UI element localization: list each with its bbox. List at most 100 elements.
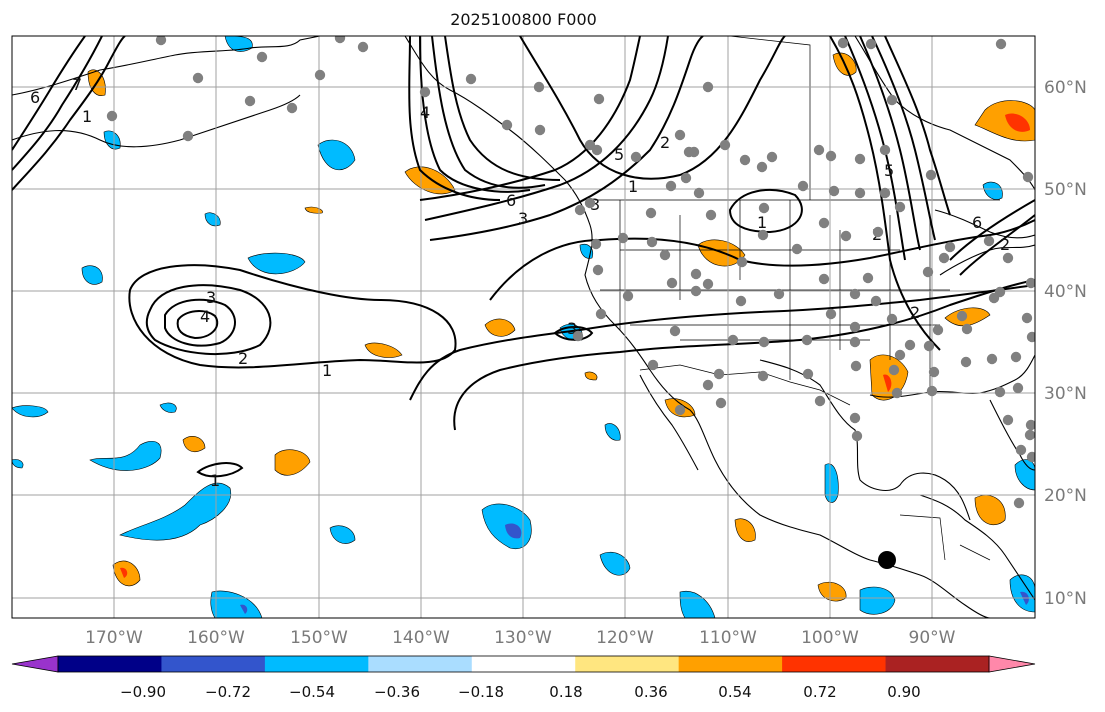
contour-label: 1 [322, 361, 332, 380]
station-dot [647, 359, 659, 371]
station-dot [591, 144, 603, 156]
station-dot [983, 235, 995, 247]
lat-label: 10°N [1044, 589, 1087, 609]
station-dot [960, 356, 972, 368]
station-dot [719, 139, 731, 151]
anomaly-blob [505, 523, 522, 539]
station-dot [334, 36, 346, 44]
lat-label: 50°N [1044, 180, 1087, 200]
station-dot [256, 51, 268, 63]
station-dot [501, 119, 513, 131]
lon-label: 170°W [85, 628, 143, 648]
station-dot [590, 238, 602, 250]
station-dot [840, 230, 852, 242]
station-dot [766, 151, 778, 163]
station-dot [244, 95, 256, 107]
lon-label: 150°W [290, 628, 348, 648]
station-dot [715, 397, 727, 409]
colorbar-tick-label: −0.36 [374, 683, 420, 701]
lon-label: 160°W [187, 628, 245, 648]
colorbar: −0.90 −0.72 −0.54 −0.36 −0.18 0.18 0.36 … [11, 655, 1036, 701]
station-dot [688, 146, 700, 158]
station-dot [849, 412, 861, 424]
station-dot [994, 286, 1006, 298]
contour-label: 2 [910, 303, 920, 322]
colorbar-segment [368, 656, 473, 672]
anomaly-blob [304, 206, 323, 214]
anomaly-blob [604, 423, 621, 441]
station-dot [961, 323, 973, 335]
anomaly-blob [1005, 113, 1030, 132]
anomaly-blob [119, 482, 232, 541]
station-dot [1012, 382, 1024, 394]
contour-label: 2 [660, 133, 670, 152]
anomaly-blob [329, 525, 356, 544]
station-dot [879, 144, 891, 156]
colorbar-tick-label: 0.72 [803, 683, 836, 701]
station-dot [994, 386, 1006, 398]
station-dot [801, 334, 813, 346]
lat-label: 20°N [1044, 486, 1087, 506]
station-dot [879, 187, 891, 199]
colorbar-segment [471, 656, 576, 672]
station-dot [758, 336, 770, 348]
station-dot [1002, 414, 1014, 426]
station-dot [995, 38, 1007, 50]
station-dot [757, 370, 769, 382]
anomaly-blob [103, 130, 121, 150]
colorbar-extend-low [11, 655, 59, 673]
station-dot [182, 130, 194, 142]
colorbar-tick-label: −0.18 [458, 683, 504, 701]
contour-label: 4 [420, 103, 430, 122]
lon-label: 90°W [909, 628, 956, 648]
anomaly-blob [982, 181, 1003, 200]
anomaly-blob [883, 374, 892, 392]
station-dot [802, 368, 814, 380]
station-dot [922, 266, 934, 278]
station-dot [756, 161, 768, 173]
anomaly-blob [247, 252, 306, 275]
station-dot [773, 288, 785, 300]
anomaly-blob [12, 405, 49, 418]
station-dot [837, 37, 849, 49]
station-dot [533, 81, 545, 93]
lat-label: 60°N [1044, 78, 1087, 98]
station-dot [1010, 351, 1022, 363]
graticule [12, 36, 1035, 618]
station-dot [825, 150, 837, 162]
station-dot [630, 151, 642, 163]
station-dot [705, 209, 717, 221]
anomaly-blob [944, 307, 991, 327]
station-dot [735, 295, 747, 307]
anomaly-blob [81, 265, 103, 285]
station-dot [702, 81, 714, 93]
station-dot [674, 129, 686, 141]
contour-label: 2 [238, 349, 248, 368]
station-dot [1025, 419, 1035, 431]
station-dot [665, 180, 677, 192]
map-frame [11, 35, 1036, 619]
station-dot [932, 324, 944, 336]
station-dot [757, 229, 769, 241]
station-dot [592, 264, 604, 276]
station-dot [854, 187, 866, 199]
colorbar-ticks: −0.90 −0.72 −0.54 −0.36 −0.18 0.18 0.36 … [120, 683, 921, 701]
station-dot [1021, 312, 1033, 324]
lon-label: 140°W [392, 628, 450, 648]
station-dot [690, 285, 702, 297]
colorbar-tick-label: 0.36 [634, 683, 667, 701]
station-dot [659, 249, 671, 261]
anomaly-blob [599, 551, 631, 576]
station-dot [1026, 451, 1035, 463]
contour-label: 1 [628, 177, 638, 196]
station-dot [572, 330, 584, 342]
station-dot [938, 252, 950, 264]
anomaly-blob [182, 436, 206, 453]
station-dot [593, 93, 605, 105]
station-dot [813, 144, 825, 156]
station-dot [584, 197, 596, 209]
contour-label: 1 [210, 471, 220, 490]
lat-label: 30°N [1044, 384, 1087, 404]
colorbar-tick-label: −0.54 [289, 683, 335, 701]
